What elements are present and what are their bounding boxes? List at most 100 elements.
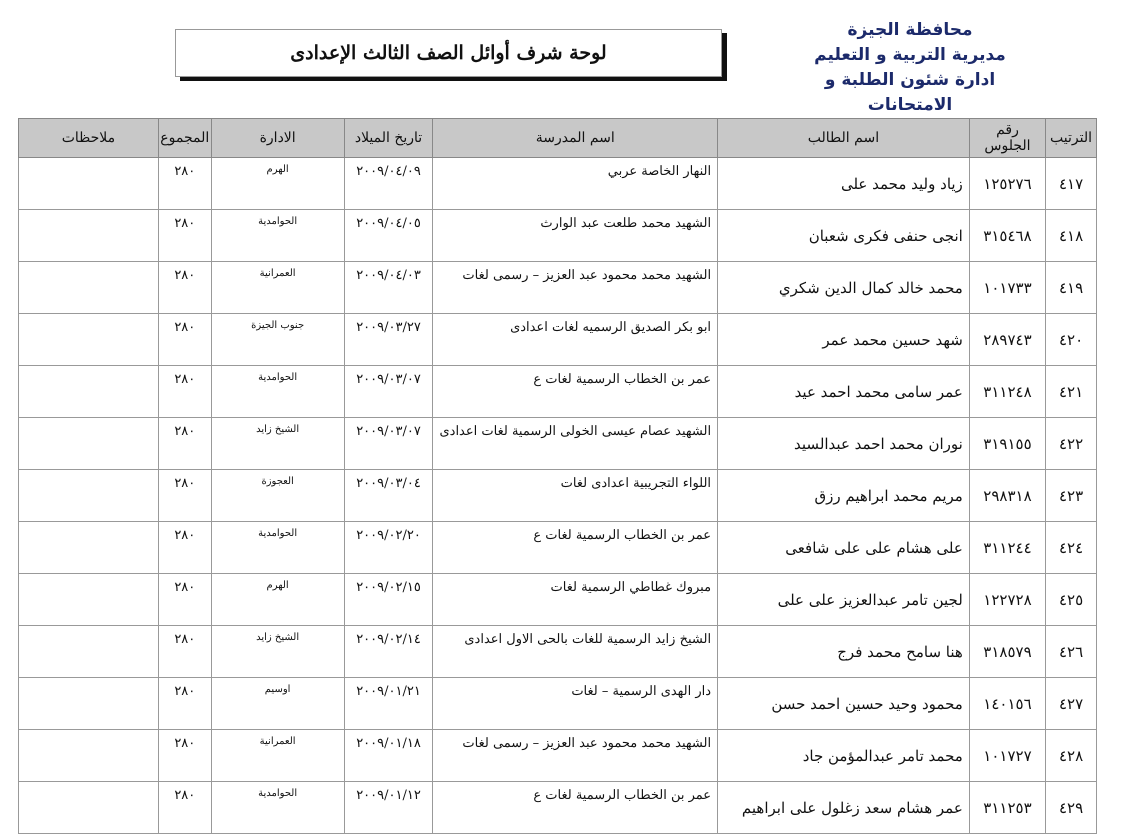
cell-notes xyxy=(18,729,159,782)
cell-school-name: عمر بن الخطاب الرسمية لغات ع xyxy=(432,781,719,834)
table-row: ٤٢٧ ١٤٠١٥٦ محمود وحيد حسين احمد حسن دار اله… xyxy=(18,677,1097,730)
cell-rank: ٤٢٠ xyxy=(1045,313,1097,366)
cell-student-name: هنا سامح محمد فرج xyxy=(717,625,970,678)
cell-seat-number: ٢٨٩٧٤٣ xyxy=(968,313,1047,366)
cell-school-name: الشهيد محمد محمود عبد العزيز – رسمى لغات xyxy=(432,729,719,782)
cell-student-name: زياد وليد محمد على xyxy=(717,157,970,210)
cell-administration: الحوامدية xyxy=(210,521,345,574)
cell-birth-date: ٢٠٠٩/٠٣/٠٧ xyxy=(343,365,434,418)
cell-notes xyxy=(18,261,159,314)
cell-administration: الشيخ زايد xyxy=(210,417,345,470)
cell-total: ٢٨٠ xyxy=(157,677,212,730)
cell-rank: ٤٢١ xyxy=(1045,365,1097,418)
column-header-student-name: اسم الطالب xyxy=(717,118,970,158)
cell-administration: الهرم xyxy=(210,573,345,626)
cell-rank: ٤٢٤ xyxy=(1045,521,1097,574)
cell-rank: ٤١٨ xyxy=(1045,209,1097,262)
cell-birth-date: ٢٠٠٩/٠١/١٢ xyxy=(343,781,434,834)
column-header-seat-number: رقم الجلوس xyxy=(968,118,1047,158)
cell-school-name: دار الهدى الرسمية – لغات xyxy=(432,677,719,730)
cell-seat-number: ٣١٩١٥٥ xyxy=(968,417,1047,470)
page-title: لوحة شرف أوائل الصف الثالث الإعدادى xyxy=(175,29,722,77)
cell-school-name: الشهيد محمد طلعت عبد الوارث xyxy=(432,209,719,262)
cell-notes xyxy=(18,313,159,366)
cell-student-name: نوران محمد احمد عبدالسيد xyxy=(717,417,970,470)
cell-birth-date: ٢٠٠٩/٠٤/٠٣ xyxy=(343,261,434,314)
cell-student-name: محمود وحيد حسين احمد حسن xyxy=(717,677,970,730)
table-row: ٤٢٨ ١٠١٧٢٧ محمد تامر عبدالمؤمن جاد الشهيد م… xyxy=(18,729,1097,782)
cell-total: ٢٨٠ xyxy=(157,521,212,574)
column-header-administration: الادارة xyxy=(210,118,345,158)
honor-roll-table: الترتيب رقم الجلوس اسم الطالب اسم المدرسة تا… xyxy=(18,118,1097,834)
cell-total: ٢٨٠ xyxy=(157,157,212,210)
cell-student-name: عمر هشام سعد زغلول على ابراهيم xyxy=(717,781,970,834)
cell-student-name: محمد تامر عبدالمؤمن جاد xyxy=(717,729,970,782)
cell-birth-date: ٢٠٠٩/٠٤/٠٩ xyxy=(343,157,434,210)
cell-rank: ٤٢٨ xyxy=(1045,729,1097,782)
cell-administration: الهرم xyxy=(210,157,345,210)
cell-seat-number: ٣١٥٤٦٨ xyxy=(968,209,1047,262)
cell-student-name: انجى حنفى فكرى شعبان xyxy=(717,209,970,262)
cell-seat-number: ٣١١٢٤٨ xyxy=(968,365,1047,418)
table-row: ٤٢٦ ٣١٨٥٧٩ هنا سامح محمد فرج الشيخ زايد الر… xyxy=(18,625,1097,678)
column-header-school-name: اسم المدرسة xyxy=(432,118,719,158)
cell-seat-number: ١٢٢٧٢٨ xyxy=(968,573,1047,626)
cell-school-name: النهار الخاصة عربي xyxy=(432,157,719,210)
cell-student-name: لجين تامر عبدالعزيز على على xyxy=(717,573,970,626)
cell-notes xyxy=(18,365,159,418)
cell-total: ٢٨٠ xyxy=(157,209,212,262)
cell-birth-date: ٢٠٠٩/٠١/٢١ xyxy=(343,677,434,730)
table-row: ٤٢١ ٣١١٢٤٨ عمر سامى محمد احمد عيد عمر بن ال… xyxy=(18,365,1097,418)
department: ادارة شئون الطلبة و الامتحانات xyxy=(824,70,996,115)
cell-administration: العجوزة xyxy=(210,469,345,522)
cell-birth-date: ٢٠٠٩/٠٣/٠٤ xyxy=(343,469,434,522)
header-row: الترتيب رقم الجلوس اسم الطالب اسم المدرسة تا… xyxy=(18,118,1097,158)
column-header-rank: الترتيب xyxy=(1045,118,1097,158)
cell-notes xyxy=(18,521,159,574)
cell-total: ٢٨٠ xyxy=(157,417,212,470)
cell-school-name: الشهيد محمد محمود عبد العزيز – رسمى لغات xyxy=(432,261,719,314)
cell-birth-date: ٢٠٠٩/٠٢/١٤ xyxy=(343,625,434,678)
cell-student-name: شهد حسين محمد عمر xyxy=(717,313,970,366)
cell-school-name: اللواء التجريبية اعدادى لغات xyxy=(432,469,719,522)
cell-total: ٢٨٠ xyxy=(157,729,212,782)
cell-notes xyxy=(18,157,159,210)
cell-seat-number: ١٢٥٢٧٦ xyxy=(968,157,1047,210)
cell-administration: الشيخ زايد xyxy=(210,625,345,678)
cell-administration: الحوامدية xyxy=(210,209,345,262)
cell-administration: العمرانية xyxy=(210,729,345,782)
directorate: مديرية التربية و التعليم xyxy=(814,45,1006,65)
cell-seat-number: ٢٩٨٣١٨ xyxy=(968,469,1047,522)
cell-student-name: مريم محمد ابراهيم رزق xyxy=(717,469,970,522)
cell-school-name: عمر بن الخطاب الرسمية لغات ع xyxy=(432,365,719,418)
governorate: محافظة الجيزة xyxy=(847,20,973,40)
cell-school-name: مبروك غطاطي الرسمية لغات xyxy=(432,573,719,626)
cell-notes xyxy=(18,417,159,470)
cell-total: ٢٨٠ xyxy=(157,313,212,366)
cell-school-name: عمر بن الخطاب الرسمية لغات ع xyxy=(432,521,719,574)
cell-birth-date: ٢٠٠٩/٠٣/٢٧ xyxy=(343,313,434,366)
cell-notes xyxy=(18,573,159,626)
cell-administration: الحوامدية xyxy=(210,365,345,418)
cell-birth-date: ٢٠٠٩/٠٤/٠٥ xyxy=(343,209,434,262)
cell-student-name: محمد خالد كمال الدين شكري xyxy=(717,261,970,314)
cell-rank: ٤٢٢ xyxy=(1045,417,1097,470)
cell-seat-number: ٣١١٢٥٣ xyxy=(968,781,1047,834)
cell-total: ٢٨٠ xyxy=(157,625,212,678)
cell-birth-date: ٢٠٠٩/٠٣/٠٧ xyxy=(343,417,434,470)
cell-notes xyxy=(18,625,159,678)
cell-school-name: الشهيد عصام عيسى الخولى الرسمية لغات اعد… xyxy=(432,417,719,470)
cell-rank: ٤٢٦ xyxy=(1045,625,1097,678)
organization-header: محافظة الجيزة مديرية التربية و التعليم ا… xyxy=(800,18,1020,118)
column-header-notes: ملاحظات xyxy=(18,118,159,158)
cell-seat-number: ٣١٨٥٧٩ xyxy=(968,625,1047,678)
cell-notes xyxy=(18,677,159,730)
cell-administration: جنوب الجيزة xyxy=(210,313,345,366)
table-row: ٤١٩ ١٠١٧٣٣ محمد خالد كمال الدين شكري الشهيد… xyxy=(18,261,1097,314)
cell-notes xyxy=(18,209,159,262)
cell-total: ٢٨٠ xyxy=(157,469,212,522)
column-header-total: المجموع xyxy=(157,118,212,158)
table-row: ٤١٧ ١٢٥٢٧٦ زياد وليد محمد على النهار الخاصة… xyxy=(18,157,1097,210)
column-header-birth-date: تاريخ الميلاد xyxy=(343,118,434,158)
cell-rank: ٤١٧ xyxy=(1045,157,1097,210)
